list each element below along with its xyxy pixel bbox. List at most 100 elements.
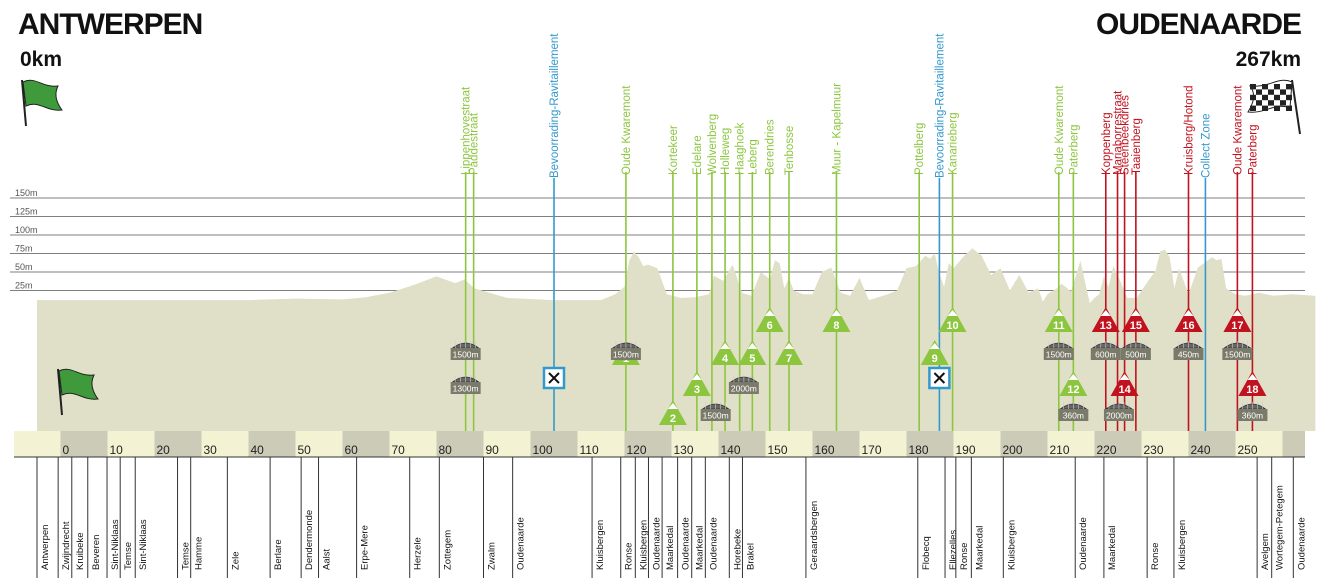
km-band-stripe	[436, 431, 484, 457]
flag-check	[1262, 105, 1268, 111]
climb-marker: 7	[775, 340, 803, 365]
climb-lines	[464, 172, 1254, 431]
cobble-length: 1500m	[703, 411, 729, 421]
climb-marker-triangle	[711, 340, 740, 365]
flag-check	[1262, 84, 1268, 90]
altitude-tick-label: 125m	[15, 207, 38, 217]
km-tick-label: 210	[1050, 443, 1070, 457]
flag-check	[1274, 105, 1280, 111]
climb-number: 12	[1067, 384, 1079, 396]
place-name: Oudenaarde	[1296, 517, 1307, 570]
km-tick-label: 170	[862, 443, 882, 457]
km-band-stripe	[906, 431, 954, 457]
knife-icon	[933, 372, 946, 384]
climb-label: Oude Kwaremont	[621, 85, 633, 175]
km-tick-label: 180	[909, 443, 929, 457]
mountain-icon	[747, 343, 758, 349]
place-name: Sint-Niklaas	[138, 519, 149, 570]
place-name: Hamme	[194, 537, 205, 570]
climb-number: 14	[1118, 384, 1131, 396]
cobble-sector: 2000m	[728, 375, 759, 394]
mountain-icon	[784, 343, 794, 349]
feed-zone-label: Bevoorrading-Ravitaillement	[549, 33, 561, 178]
place-name: Temse	[181, 542, 192, 570]
flag-cloth	[58, 368, 99, 400]
mountain-icon	[1247, 374, 1258, 380]
cobble-length: 2000m	[1106, 411, 1132, 421]
climb-marker-triangle	[920, 340, 949, 365]
cobble-sector: 1300m	[450, 375, 481, 394]
elevation-profile-area	[37, 248, 1316, 431]
climb-number: 5	[749, 353, 755, 365]
climb-label: Edelare	[692, 135, 704, 175]
altitude-tick-label: 75m	[15, 244, 33, 254]
place-name: Berlare	[273, 539, 284, 570]
place-name: Maarkedal	[974, 526, 985, 570]
flag-check	[1250, 94, 1256, 101]
climb-label: Paddestraat	[469, 112, 481, 175]
climb-marker: 2	[658, 400, 687, 425]
climb-marker-triangle	[1223, 307, 1252, 332]
km-tick-label: 50	[298, 443, 312, 457]
climb-marker-triangle	[682, 371, 711, 396]
climb-label: Berendries	[765, 119, 777, 175]
mountain-icon	[1232, 310, 1243, 316]
km-tick-label: 20	[157, 443, 171, 457]
flag-check	[1274, 94, 1280, 101]
climb-marker: 13	[1091, 307, 1120, 332]
climb-number: 17	[1231, 320, 1243, 332]
place-name: Kluisbergen	[595, 520, 606, 570]
feed-marker	[928, 366, 951, 390]
cobble-sector: 1500m	[1043, 341, 1074, 360]
place-name: Dendermonde	[304, 510, 315, 570]
cobble-sector: 500m	[1120, 341, 1151, 360]
cobble-sector: 360m	[1237, 402, 1268, 421]
climb-number: 9	[932, 353, 938, 365]
km-tick-label: 140	[721, 443, 741, 457]
km-tick-label: 40	[251, 443, 265, 457]
climb-marker: 14	[1110, 371, 1139, 396]
altitude-tick-label: 100m	[15, 225, 38, 235]
cobble-length: 360m	[1242, 411, 1263, 421]
cobble-length-box	[1237, 409, 1268, 421]
climb-number: 8	[833, 320, 839, 332]
place-name: Wortegem-Petegem	[1275, 485, 1286, 570]
climb-number: 7	[786, 353, 792, 365]
climb-marker: 5	[738, 340, 767, 365]
km-tick-label: 110	[580, 443, 599, 457]
cobble-length: 450m	[1178, 350, 1199, 360]
km-tick-label: 60	[345, 443, 359, 457]
climb-marker-triangle	[822, 307, 851, 332]
km-tick-label: 70	[392, 443, 406, 457]
cobble-sector: 360m	[1058, 402, 1089, 421]
climb-label: Kortekeer	[668, 125, 680, 175]
km-tick-label: 130	[674, 443, 694, 457]
cobble-length-box	[1090, 348, 1121, 360]
km-scale-band: 0 10 20 30 40 50 60 70 80 90 100 110 120 130 140 150 160…	[14, 431, 1305, 458]
flag-check	[1274, 84, 1280, 90]
climb-marker: 9	[920, 340, 949, 365]
flag-check	[1250, 105, 1256, 111]
km-tick-label: 160	[815, 443, 835, 457]
climb-marker-triangle	[738, 340, 767, 365]
start-flag-top	[21, 79, 63, 127]
climb-label: Paterberg	[1068, 124, 1080, 175]
mountain-icon	[1183, 310, 1194, 316]
mountain-icon	[831, 310, 842, 316]
climb-label: Wolvenberg	[707, 114, 719, 175]
finish-flag	[1247, 79, 1301, 135]
climb-number: 13	[1100, 320, 1112, 332]
climb-number: 10	[946, 320, 958, 332]
place-name: Ronse	[1150, 543, 1161, 570]
km-tick-label: 250	[1238, 443, 1258, 457]
km-tick-label: 220	[1097, 443, 1117, 457]
cobble-length: 500m	[1125, 350, 1146, 360]
cobble-sector: 450m	[1173, 341, 1204, 360]
km-band-stripe	[342, 431, 390, 457]
place-name: Zwalm	[487, 542, 498, 570]
km-band-stripe	[1188, 431, 1236, 457]
place-name: Oudenaarde	[708, 517, 719, 570]
flag-cloth	[22, 79, 63, 111]
place-name: Kluisbergen	[1006, 520, 1017, 570]
climb-marker: 18	[1238, 371, 1267, 396]
